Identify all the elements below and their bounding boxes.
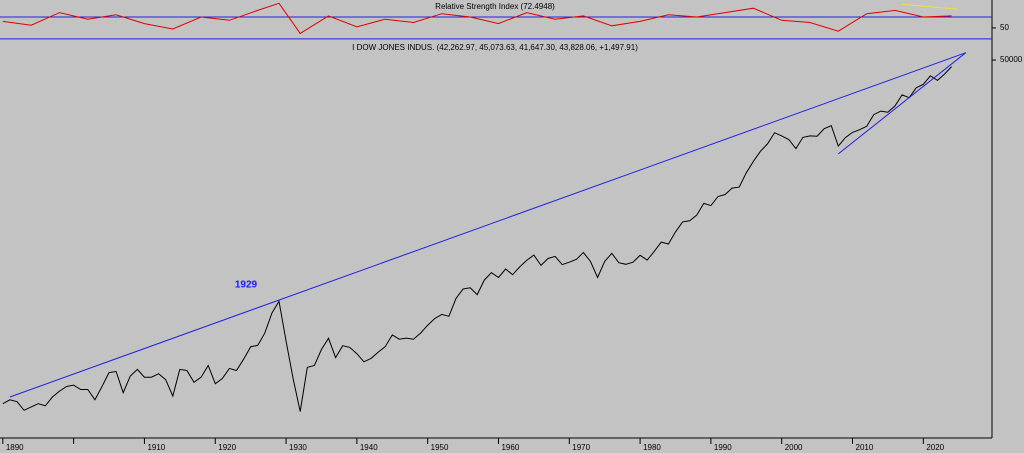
trendline <box>902 3 959 10</box>
x-tick-label: 1890 <box>6 443 24 452</box>
x-tick-label: 2000 <box>785 443 803 452</box>
x-tick-label: 1910 <box>147 443 165 452</box>
y-tick-label: 50000 <box>1000 55 1023 64</box>
x-tick-label: 1940 <box>360 443 378 452</box>
x-tick-label: 1970 <box>572 443 590 452</box>
y-tick-label: 50 <box>1000 23 1009 32</box>
x-tick-label: 1980 <box>643 443 661 452</box>
rsi-title: Relative Strength Index (72.4948) <box>435 2 555 11</box>
x-tick-label: 1990 <box>714 443 732 452</box>
trendline <box>837 52 967 155</box>
annotation: 1929 <box>235 280 258 291</box>
series-line <box>2 66 952 412</box>
price-title: I DOW JONES INDUS. (42,262.97, 45,073.63… <box>352 43 638 52</box>
x-tick-label: 1930 <box>289 443 307 452</box>
x-tick-label: 2020 <box>926 443 944 452</box>
x-tick-label: 2010 <box>856 443 874 452</box>
trendline <box>9 52 966 398</box>
x-tick-label: 1960 <box>501 443 519 452</box>
series-line <box>2 2 952 35</box>
x-tick-label: 1920 <box>218 443 236 452</box>
x-tick-label: 1950 <box>431 443 449 452</box>
